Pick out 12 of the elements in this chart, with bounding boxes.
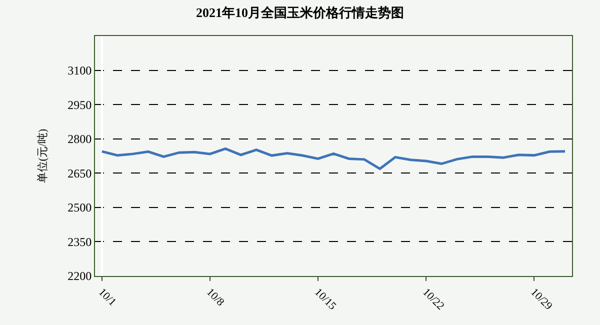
line-series (100, 147, 566, 170)
x-tick-label: 10/8 (204, 286, 227, 309)
y-tick-label: 2800 (68, 132, 92, 146)
y-tick-label: 3100 (68, 63, 92, 78)
chart-title: 2021年10月全国玉米价格行情走势图 (196, 5, 404, 20)
y-tick-label: 2200 (68, 269, 92, 284)
x-tick-label: 10/1 (96, 286, 118, 309)
y-tick-label: 2650 (68, 166, 92, 180)
y-tick-label: 2350 (68, 234, 92, 249)
y-tick-label: 2950 (68, 98, 92, 112)
y-axis-title: 单位(元/吨) (36, 128, 50, 184)
y-tick-label: 2500 (68, 200, 92, 215)
